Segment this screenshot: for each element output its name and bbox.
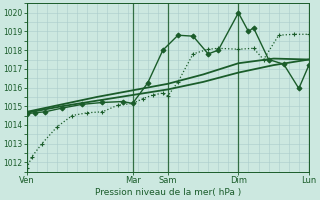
X-axis label: Pression niveau de la mer( hPa ): Pression niveau de la mer( hPa ) — [95, 188, 241, 197]
